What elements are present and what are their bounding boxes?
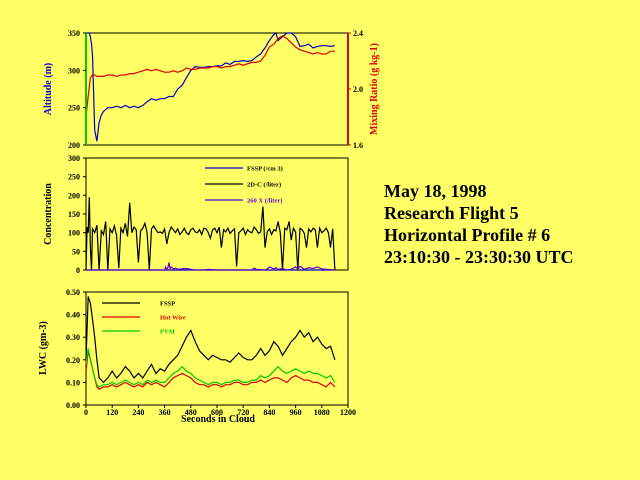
lwc-axis-label: LWC (gm-3): [38, 321, 49, 375]
legend-label: FSSP (/cm 3): [247, 166, 283, 173]
altitude-y-tick-label: 300: [68, 66, 80, 75]
altitude-series-line-0: [86, 32, 335, 142]
legend-label: Hot Wire: [160, 315, 186, 322]
lwc-panel: 0.50 0.40 0.30 0.20 0.10 0.00 0 120 240 360 480 60…: [38, 288, 356, 425]
x-tick-label: 120: [106, 408, 118, 417]
x-tick-label: 720: [237, 408, 249, 417]
altitude-plot-frame: [85, 32, 349, 146]
x-tick-label: 360: [159, 408, 171, 417]
profile-number: Horizontal Profile # 6: [384, 225, 551, 245]
seconds-in-cloud-label: Seconds in Cloud: [181, 414, 255, 425]
flight-number: Research Flight 5: [384, 203, 519, 223]
lwc-plot-frame: [85, 291, 349, 406]
altitude-y-tick-label: 200: [68, 141, 80, 150]
altitude-y-tick-label: 350: [68, 29, 80, 38]
concentration-y-tick-label: 150: [68, 210, 80, 219]
x-tick-label: 840: [263, 408, 275, 417]
lwc-y-tick-label: 0.10: [66, 378, 80, 387]
mixing-ratio-tick-label: 1.6: [353, 141, 363, 150]
x-tick-label: 480: [185, 408, 197, 417]
concentration-series-line-2: [86, 262, 335, 271]
concentration-axis-label: Concentration: [43, 183, 54, 245]
mixing-ratio-axis-label: Mixing Ratio (g kg-1): [369, 43, 380, 135]
altitude-series-line-1: [85, 35, 335, 118]
flight-date: May 18, 1998: [384, 181, 487, 201]
x-tick-label: 960: [290, 408, 302, 417]
lwc-y-tick-label: 0.00: [66, 401, 80, 410]
x-tick-label: 0: [84, 408, 88, 417]
lwc-y-tick-label: 0.40: [66, 311, 80, 320]
concentration-y-tick-label: 100: [68, 229, 80, 238]
lwc-y-tick-label: 0.30: [66, 333, 80, 342]
altitude-panel: 350 300 250 200 2.4 2.0 1.6 Altitude (m) Mixi…: [43, 29, 380, 150]
lwc-y-tick-label: 0.50: [66, 288, 80, 297]
flight-info-block: May 18, 1998 Research Flight 5 Horizonta…: [384, 180, 573, 268]
x-tick-label: 1080: [314, 408, 330, 417]
concentration-y-tick-label: 0: [76, 266, 80, 275]
lwc-y-tick-label: 0.20: [66, 356, 80, 365]
x-tick-label: 600: [211, 408, 223, 417]
concentration-series-line-1: [85, 197, 336, 271]
concentration-y-tick-label: 50: [72, 247, 80, 256]
altitude-y-tick-label: 250: [68, 104, 80, 113]
legend-label: 2D-C (/liter): [247, 182, 281, 189]
lwc-series-line-1: [85, 350, 336, 390]
time-range: 23:10:30 - 23:30:30 UTC: [384, 247, 574, 267]
concentration-y-tick-label: 200: [68, 191, 80, 200]
altitude-axis-label: Altitude (m): [43, 63, 54, 116]
concentration-plot-frame: [85, 157, 349, 271]
legend-label: PVM: [160, 329, 175, 336]
x-tick-label: 240: [132, 408, 144, 417]
lwc-series-line-2: [85, 348, 336, 388]
x-tick-label: 1200: [340, 408, 356, 417]
concentration-panel: 300 250 200 150 100 50 0 Concentration FSSP (/…: [43, 154, 349, 275]
legend-label: 260 X (/liter): [247, 198, 282, 205]
lwc-series-line-0: [85, 296, 336, 384]
mixing-ratio-tick-label: 2.4: [353, 29, 363, 38]
legend-label: FSSP: [160, 301, 175, 308]
concentration-y-tick-label: 300: [68, 154, 80, 163]
concentration-y-tick-label: 250: [68, 173, 80, 182]
mixing-ratio-tick-label: 2.0: [353, 85, 363, 94]
